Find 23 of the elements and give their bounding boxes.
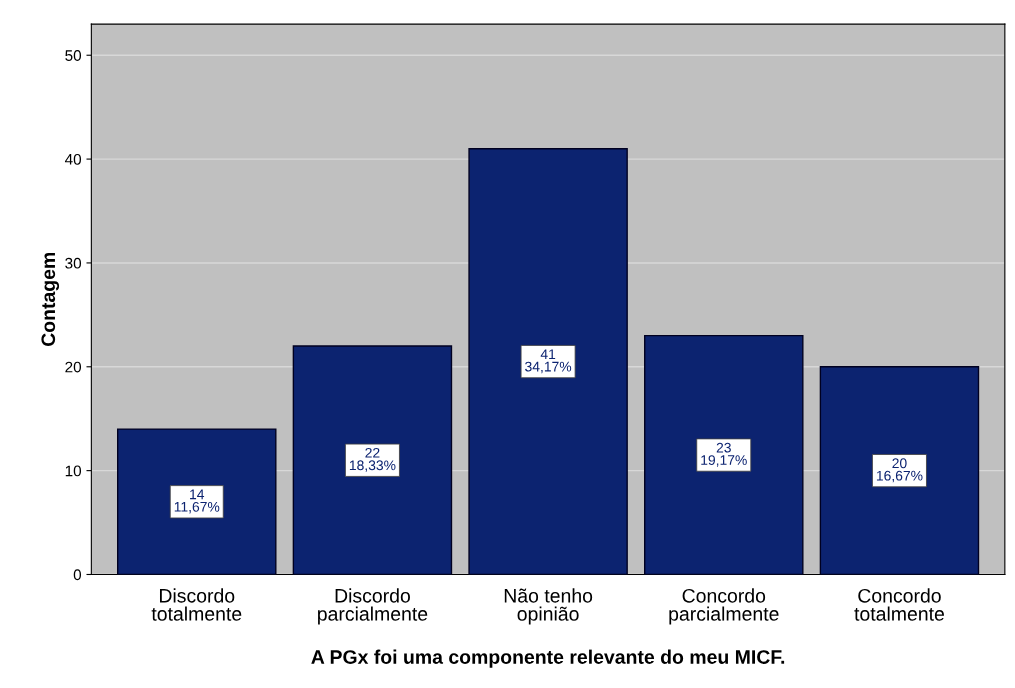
x-tick-label: Concordo parcialmente — [669, 588, 779, 625]
y-tick-label: 0 — [73, 569, 82, 581]
bar — [117, 428, 277, 575]
bar — [644, 334, 804, 575]
data-label: 14 11,67% — [174, 489, 220, 514]
data-label: 23 19,17% — [701, 442, 747, 467]
data-label: 20 16,67% — [876, 458, 923, 483]
x-tick-label: Discordo parcialmente — [318, 588, 428, 625]
data-label: 22 18,33% — [349, 447, 396, 472]
x-tick-label: Não tenho opinião — [504, 588, 593, 625]
y-tick-label: 10 — [65, 465, 82, 477]
bar — [468, 148, 628, 575]
bar — [819, 366, 980, 575]
data-label: 41 34,17% — [525, 349, 572, 374]
y-tick-label: 20 — [65, 361, 82, 373]
x-tick-label: Discordo totalmente — [151, 588, 242, 621]
y-axis-title: Contagem — [41, 252, 60, 347]
x-axis-title: A PGx foi uma componente relevante do meu MICF. — [311, 649, 785, 668]
y-tick-label: 40 — [64, 153, 82, 165]
y-tick-label: 30 — [65, 257, 82, 269]
y-tick-label: 50 — [65, 50, 82, 61]
x-tick-label: Concordo totalmente — [854, 588, 944, 621]
bar — [292, 345, 453, 575]
